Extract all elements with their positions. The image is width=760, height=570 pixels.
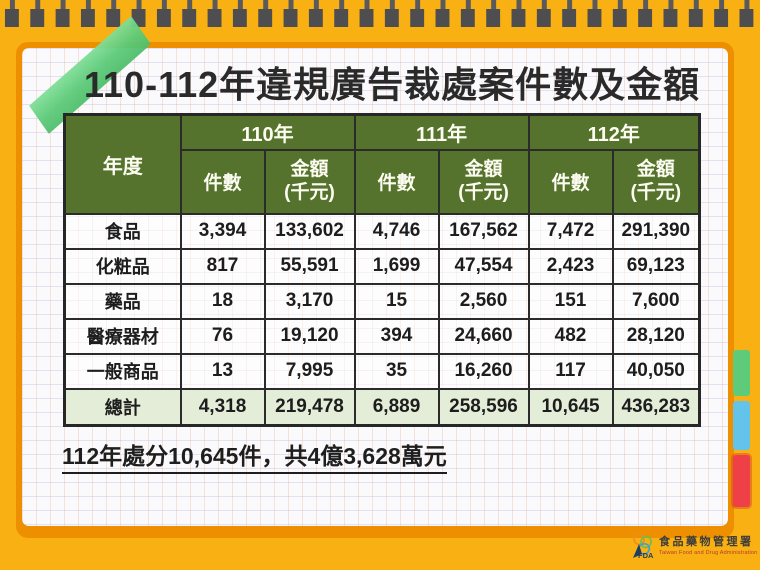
- cell-value: 117: [527, 352, 614, 390]
- cell-value: 4,746: [353, 212, 440, 250]
- subheader-count-112: 件數: [527, 148, 614, 215]
- cell-value: 47,554: [437, 247, 530, 285]
- page-title: 110-112年違規廣告裁處案件數及金額: [84, 64, 701, 105]
- cell-value: 394: [353, 317, 440, 355]
- table-row-total: 總計 4,318 219,478 6,889 258,596 10,645 43…: [63, 387, 701, 427]
- cell-value: 219,478: [263, 387, 356, 427]
- cell-value: 28,120: [611, 317, 701, 355]
- table-row-medical-devices: 醫療器材 76 19,120 394 24,660 482 28,120: [63, 317, 701, 355]
- cell-value: 2,560: [437, 282, 530, 320]
- row-category: 一般商品: [63, 352, 182, 390]
- table-row-general-goods: 一般商品 13 7,995 35 16,260 117 40,050: [63, 352, 701, 390]
- row-category: 食品: [63, 212, 182, 250]
- cell-value: 10,645: [527, 387, 614, 427]
- cell-value: 167,562: [437, 212, 530, 250]
- cell-value: 817: [179, 247, 266, 285]
- cell-value: 19,120: [263, 317, 356, 355]
- org-name-zh: 食品藥物管理署: [659, 536, 754, 549]
- cell-value: 7,472: [527, 212, 614, 250]
- row-category: 藥品: [63, 282, 182, 320]
- cell-value: 482: [527, 317, 614, 355]
- cell-value: 1,699: [353, 247, 440, 285]
- cell-value: 15: [353, 282, 440, 320]
- year-header-111: 111年: [353, 113, 530, 151]
- cell-value: 4,318: [179, 387, 266, 427]
- subheader-count-111: 件數: [353, 148, 440, 215]
- fda-footer: FDA 食品藥物管理署 Taiwan Food and Drug Adminis…: [629, 532, 757, 560]
- cell-value: 6,889: [353, 387, 440, 427]
- subheader-amount-112: 金額 (千元): [611, 148, 701, 215]
- summary-note: 112年處分10,645件，共4億3,628萬元: [62, 437, 447, 474]
- year-header-112: 112年: [527, 113, 701, 151]
- cell-value: 7,995: [263, 352, 356, 390]
- cell-value: 3,170: [263, 282, 356, 320]
- fda-logo-icon: FDA: [633, 532, 654, 560]
- cell-value: 291,390: [611, 212, 701, 250]
- side-tab-red: [733, 455, 750, 507]
- penalty-table: 年度 110年 111年 112年 件數 金額 (千元) 件數 金額 (千元) …: [63, 113, 702, 427]
- cell-value: 13: [179, 352, 266, 390]
- corner-header-year: 年度: [63, 113, 182, 215]
- row-category: 化粧品: [63, 247, 182, 285]
- year-header-110: 110年: [179, 113, 356, 151]
- row-category: 醫療器材: [63, 317, 182, 355]
- cell-value: 16,260: [437, 352, 530, 390]
- cell-value: 151: [527, 282, 614, 320]
- cell-value: 258,596: [437, 387, 530, 427]
- cell-value: 40,050: [611, 352, 701, 390]
- table-row-cosmetics: 化粧品 817 55,591 1,699 47,554 2,423 69,123: [63, 247, 701, 285]
- cell-value: 35: [353, 352, 440, 390]
- subheader-count-110: 件數: [179, 148, 266, 215]
- table-row-food: 食品 3,394 133,602 4,746 167,562 7,472 291…: [63, 212, 701, 250]
- cell-value: 55,591: [263, 247, 356, 285]
- cell-value: 133,602: [263, 212, 356, 250]
- cell-value: 69,123: [611, 247, 701, 285]
- cell-value: 18: [179, 282, 266, 320]
- side-tab-green: [733, 350, 750, 396]
- subheader-amount-111: 金額 (千元): [437, 148, 530, 215]
- cell-value: 3,394: [179, 212, 266, 250]
- cell-value: 7,600: [611, 282, 701, 320]
- cell-value: 76: [179, 317, 266, 355]
- table-row-drugs: 藥品 18 3,170 15 2,560 151 7,600: [63, 282, 701, 320]
- row-category: 總計: [63, 387, 182, 427]
- fda-logo-text: FDA: [638, 551, 654, 560]
- cell-value: 2,423: [527, 247, 614, 285]
- side-tab-blue: [733, 401, 750, 450]
- subheader-amount-110: 金額 (千元): [263, 148, 356, 215]
- binder-teeth-icon: [0, 9, 760, 27]
- org-name-en: Taiwan Food and Drug Administration: [659, 549, 758, 556]
- cell-value: 24,660: [437, 317, 530, 355]
- cell-value: 436,283: [611, 387, 701, 427]
